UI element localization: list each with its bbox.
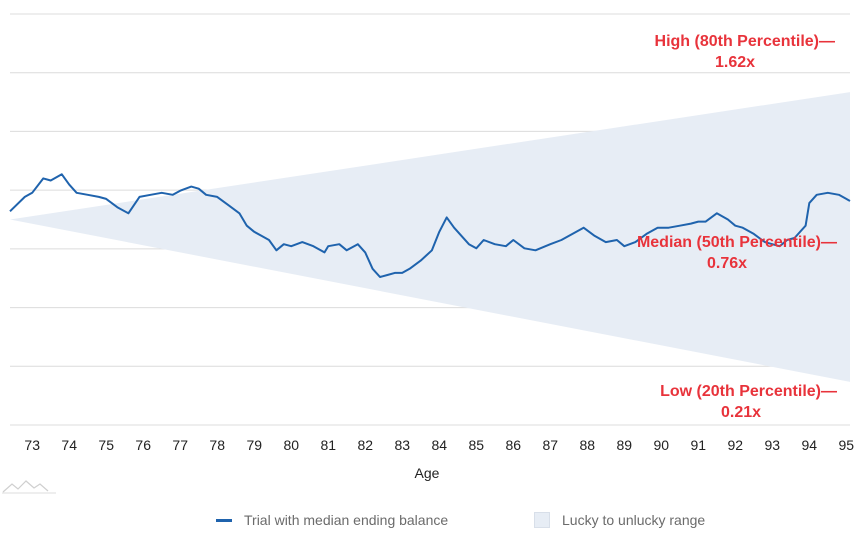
annotation-low-label: Low (20th Percentile)— — [660, 383, 837, 400]
x-tick-label: 85 — [468, 437, 484, 453]
x-tick-label: 82 — [357, 437, 373, 453]
x-tick-label: 91 — [690, 437, 706, 453]
annotation-high: High (80th Percentile)— 1.62x — [655, 33, 835, 71]
annotation-median-value: 0.76x — [707, 255, 747, 272]
x-tick-label: 83 — [394, 437, 410, 453]
x-tick-label: 90 — [653, 437, 669, 453]
x-tick-label: 81 — [320, 437, 336, 453]
annotation-low: Low (20th Percentile)— 0.21x — [660, 383, 837, 421]
legend-range-swatch — [534, 512, 550, 528]
median-trial-line — [9, 173, 851, 278]
legend: Trial with median ending balance Lucky t… — [0, 506, 860, 536]
x-tick-label: 80 — [283, 437, 299, 453]
annotation-high-label: High (80th Percentile)— — [655, 33, 835, 50]
x-tick-label: 73 — [24, 437, 40, 453]
x-tick-label: 79 — [246, 437, 262, 453]
annotation-median: Median (50th Percentile)— 0.76x — [637, 234, 837, 272]
x-tick-label: 88 — [579, 437, 595, 453]
x-tick-label: 76 — [135, 437, 151, 453]
legend-median-label: Trial with median ending balance — [244, 512, 449, 528]
x-axis-title: Age — [415, 465, 440, 481]
x-tick-label: 84 — [431, 437, 447, 453]
x-tick-label: 89 — [616, 437, 632, 453]
x-tick-label: 78 — [209, 437, 225, 453]
chart: 73 74 75 76 77 78 79 80 81 82 83 84 85 86 87 88 89 90 91 92… — [9, 13, 854, 481]
x-tick-label: 92 — [727, 437, 743, 453]
x-tick-label: 93 — [765, 437, 781, 453]
legend-item-median[interactable]: Trial with median ending balance — [216, 512, 448, 528]
x-tick-label: 75 — [98, 437, 114, 453]
x-tick-label: 87 — [542, 437, 558, 453]
x-tick-label: 95 — [839, 437, 855, 453]
legend-line-swatch — [216, 518, 232, 522]
annotation-median-label: Median (50th Percentile)— — [637, 234, 837, 251]
legend-range-label: Lucky to unlucky range — [562, 512, 706, 528]
mountain-logo-icon — [2, 480, 56, 494]
x-tick-label: 77 — [172, 437, 188, 453]
legend-item-range[interactable]: Lucky to unlucky range — [534, 512, 705, 528]
x-tick-label: 94 — [802, 437, 818, 453]
annotation-high-value: 1.62x — [715, 54, 755, 71]
x-axis-ticks: 73 74 75 76 77 78 79 80 81 82 83 84 85 86 87 88 89 90 91 92… — [24, 437, 854, 453]
x-tick-label: 86 — [505, 437, 521, 453]
x-tick-label: 74 — [61, 437, 77, 453]
lucky-unlucky-range-band — [10, 92, 850, 382]
annotation-low-value: 0.21x — [721, 404, 761, 421]
